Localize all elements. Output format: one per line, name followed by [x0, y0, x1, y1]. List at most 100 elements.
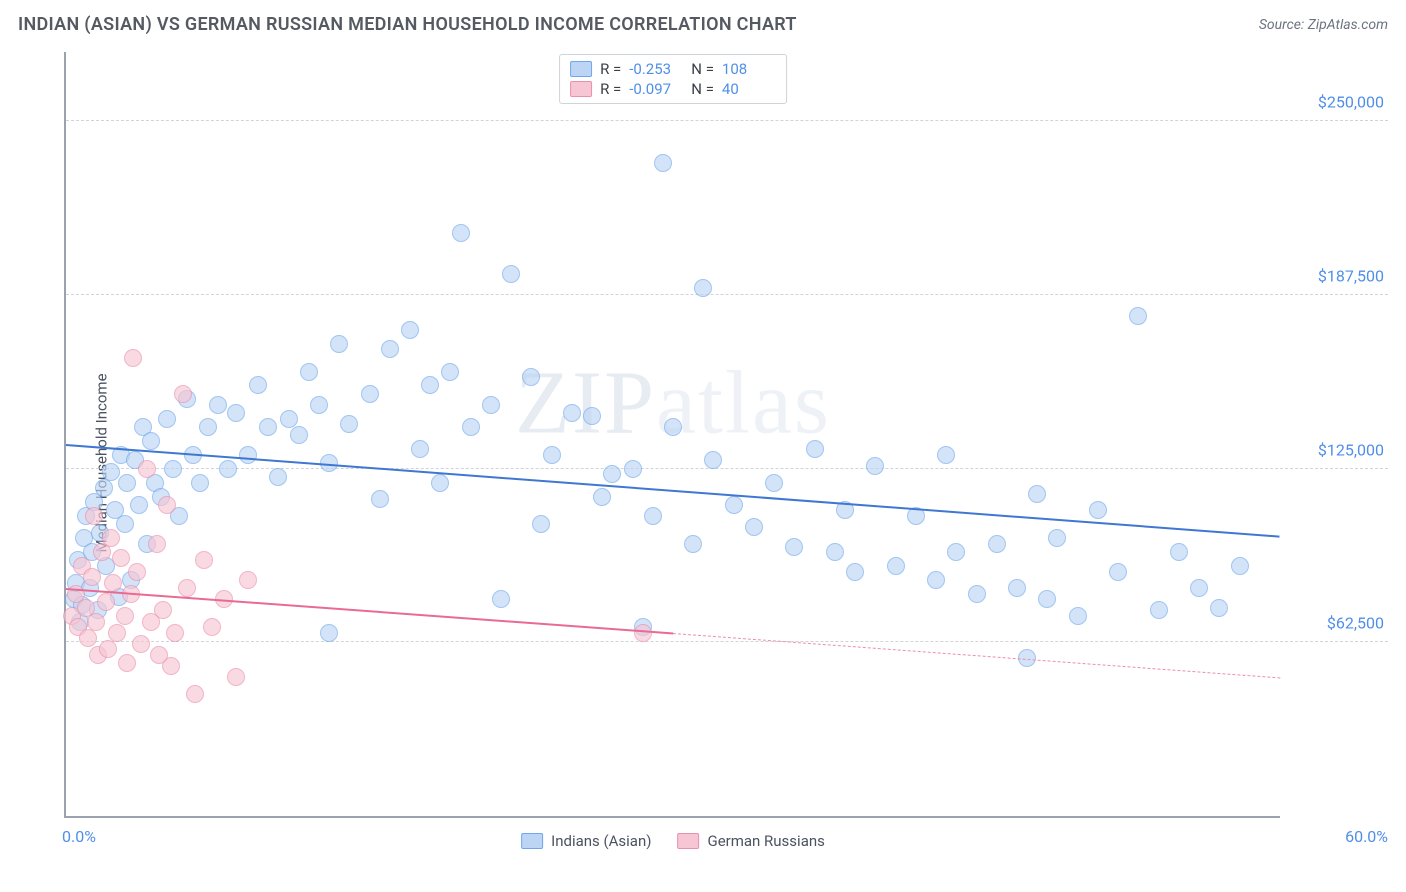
y-gridline: [66, 294, 1388, 295]
scatter-point: [846, 563, 864, 581]
scatter-point: [522, 368, 540, 386]
scatter-point: [603, 465, 621, 483]
x-axis-tick-min: 0.0%: [62, 827, 96, 846]
scatter-point: [1069, 607, 1087, 625]
stats-row: R =-0.253N =108: [570, 59, 776, 79]
watermark-suffix: atlas: [656, 354, 831, 453]
scatter-point: [826, 543, 844, 561]
scatter-point: [104, 574, 122, 592]
scatter-point: [806, 440, 824, 458]
stats-swatch: [570, 61, 592, 77]
scatter-point: [118, 654, 136, 672]
scatter-point: [1129, 307, 1147, 325]
stats-row: R =-0.097N =40: [570, 79, 776, 99]
scatter-point: [988, 535, 1006, 553]
scatter-point: [320, 624, 338, 642]
scatter-point: [654, 154, 672, 172]
scatter-point: [269, 468, 287, 486]
scatter-point: [1038, 590, 1056, 608]
scatter-point: [401, 321, 419, 339]
scatter-point: [102, 529, 120, 547]
scatter-point: [79, 629, 97, 647]
n-value: 40: [722, 80, 776, 98]
scatter-point: [209, 396, 227, 414]
plot-area: ZIPatlas R =-0.253N =108R =-0.097N =40 I…: [64, 52, 1280, 818]
scatter-point: [593, 488, 611, 506]
scatter-point: [765, 474, 783, 492]
scatter-point: [704, 451, 722, 469]
scatter-point: [745, 518, 763, 536]
r-label: R =: [600, 80, 621, 98]
scatter-point: [1210, 599, 1228, 617]
r-label: R =: [600, 60, 621, 78]
legend-label: Indians (Asian): [551, 832, 651, 850]
scatter-point: [128, 563, 146, 581]
scatter-point: [108, 624, 126, 642]
scatter-point: [95, 479, 113, 497]
scatter-point: [142, 432, 160, 450]
scatter-point: [97, 593, 115, 611]
scatter-point: [166, 624, 184, 642]
scatter-point: [492, 590, 510, 608]
scatter-point: [563, 404, 581, 422]
scatter-point: [116, 515, 134, 533]
scatter-point: [259, 418, 277, 436]
scatter-point: [431, 474, 449, 492]
watermark: ZIPatlas: [515, 352, 831, 455]
scatter-point: [239, 571, 257, 589]
scatter-point: [462, 418, 480, 436]
r-value: -0.097: [629, 80, 683, 98]
scatter-point: [186, 685, 204, 703]
scatter-point: [866, 457, 884, 475]
scatter-point: [174, 385, 192, 403]
scatter-point: [300, 363, 318, 381]
scatter-point: [239, 446, 257, 464]
stats-legend-box: R =-0.253N =108R =-0.097N =40: [559, 54, 787, 104]
r-value: -0.253: [629, 60, 683, 78]
scatter-point: [644, 507, 662, 525]
y-gridline: [66, 120, 1388, 121]
legend-item: German Russians: [677, 832, 824, 850]
scatter-point: [154, 601, 172, 619]
scatter-point: [583, 407, 601, 425]
series-legend: Indians (Asian) German Russians: [521, 832, 825, 850]
n-value: 108: [722, 60, 776, 78]
scatter-point: [725, 496, 743, 514]
scatter-point: [116, 607, 134, 625]
scatter-point: [927, 571, 945, 589]
scatter-point: [130, 496, 148, 514]
scatter-point: [1190, 579, 1208, 597]
legend-swatch: [521, 833, 543, 849]
scatter-point: [219, 460, 237, 478]
scatter-point: [452, 224, 470, 242]
y-axis-tick-label: $250,000: [1318, 93, 1384, 112]
stats-swatch: [570, 81, 592, 97]
y-gridline: [66, 641, 1388, 642]
scatter-point: [785, 538, 803, 556]
scatter-point: [195, 551, 213, 569]
y-axis-tick-label: $125,000: [1318, 440, 1384, 459]
scatter-point: [361, 385, 379, 403]
scatter-point: [1231, 557, 1249, 575]
chart-title: INDIAN (ASIAN) VS GERMAN RUSSIAN MEDIAN …: [18, 14, 797, 35]
scatter-point: [664, 418, 682, 436]
scatter-point: [290, 426, 308, 444]
legend-swatch: [677, 833, 699, 849]
scatter-point: [191, 474, 209, 492]
scatter-point: [99, 640, 117, 658]
legend-label: German Russians: [707, 832, 824, 850]
scatter-point: [138, 460, 156, 478]
scatter-point: [694, 279, 712, 297]
scatter-point: [249, 376, 267, 394]
scatter-point: [381, 340, 399, 358]
scatter-point: [1028, 485, 1046, 503]
scatter-point: [1048, 529, 1066, 547]
scatter-point: [178, 579, 196, 597]
scatter-point: [441, 363, 459, 381]
scatter-point: [227, 404, 245, 422]
y-axis-tick-label: $62,500: [1327, 614, 1384, 633]
scatter-point: [124, 349, 142, 367]
scatter-point: [502, 265, 520, 283]
scatter-point: [543, 446, 561, 464]
scatter-point: [102, 463, 120, 481]
